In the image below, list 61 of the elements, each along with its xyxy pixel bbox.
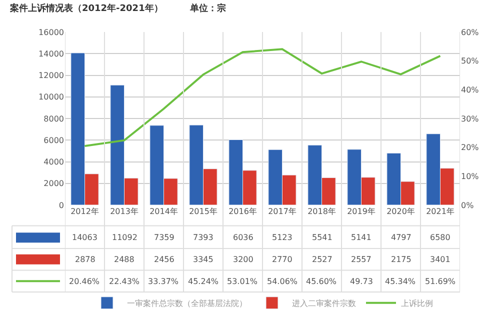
y2-tick-label: 40% xyxy=(461,85,480,94)
y-tick-label: 14000 xyxy=(38,49,64,58)
y2-tick-label: 30% xyxy=(461,114,480,124)
legend-label: 上诉比例 xyxy=(401,298,433,308)
y-tick-label: 2000 xyxy=(44,179,64,188)
x-tick-label: 2020年 xyxy=(386,207,415,216)
data-label: 2557 xyxy=(351,255,372,264)
data-label: 2527 xyxy=(312,255,332,264)
y2-tick-label: 10% xyxy=(461,172,480,181)
data-label: 20.46% xyxy=(69,277,100,286)
data-label: 3401 xyxy=(430,255,450,264)
legend-label: 一审案件总宗数（全部基层法院） xyxy=(127,298,247,308)
data-label: 2175 xyxy=(391,255,412,264)
data-label: 53.01% xyxy=(227,277,258,286)
data-label: 49.73 xyxy=(350,277,373,286)
y2-tick-label: 0% xyxy=(461,200,474,210)
data-label: 14063 xyxy=(72,233,98,242)
data-label: 7359 xyxy=(154,233,174,242)
y2-tick-label: 50% xyxy=(461,56,480,66)
data-label: 7393 xyxy=(193,233,214,242)
data-label: 45.60% xyxy=(306,277,337,286)
data-label: 6036 xyxy=(233,233,254,242)
data-label: 5123 xyxy=(272,233,292,242)
data-label: 3345 xyxy=(193,255,214,264)
data-label: 2488 xyxy=(114,255,134,264)
x-tick-label: 2015年 xyxy=(189,207,218,216)
y-tick-label: 8000 xyxy=(44,114,64,124)
data-label: 4797 xyxy=(391,233,412,242)
data-label: 33.37% xyxy=(148,277,179,286)
y-tick-label: 12000 xyxy=(38,71,64,80)
x-tick-label: 2021年 xyxy=(426,207,454,216)
x-tick-label: 2018年 xyxy=(308,207,336,216)
data-label: 51.69% xyxy=(425,277,456,286)
data-label: 45.34% xyxy=(385,277,416,286)
x-tick-label: 2019年 xyxy=(347,207,376,216)
y2-tick-label: 60% xyxy=(461,28,480,37)
y-tick-label: 16000 xyxy=(38,28,64,37)
legend-label: 进入二审案件宗数 xyxy=(292,298,356,308)
y-tick-label: 10000 xyxy=(38,92,64,102)
data-label: 45.24% xyxy=(188,277,219,286)
data-label: 2770 xyxy=(272,255,292,264)
x-tick-label: 2012年 xyxy=(70,207,99,216)
data-label: 2878 xyxy=(75,255,96,264)
data-label: 54.06% xyxy=(267,277,298,286)
data-label: 5141 xyxy=(351,233,372,242)
x-tick-label: 2017年 xyxy=(268,207,296,216)
data-label: 2456 xyxy=(154,255,174,264)
data-label: 22.43% xyxy=(109,277,140,286)
x-tick-label: 2016年 xyxy=(228,207,257,216)
data-label: 3200 xyxy=(233,255,254,264)
y-tick-label: 4000 xyxy=(44,158,64,167)
line-series xyxy=(84,48,442,148)
x-tick-label: 2013年 xyxy=(110,207,138,216)
data-label: 5541 xyxy=(312,233,332,242)
y2-tick-label: 20% xyxy=(461,143,480,152)
x-tick-label: 2014年 xyxy=(150,207,178,216)
data-label: 11092 xyxy=(112,233,138,242)
y-tick-label: 6000 xyxy=(44,136,64,145)
y-tick-label: 0 xyxy=(58,200,64,210)
chart-title: 案件上诉情况表（2012年-2021年） 单位：宗 xyxy=(9,3,226,14)
data-label: 6580 xyxy=(430,233,450,242)
